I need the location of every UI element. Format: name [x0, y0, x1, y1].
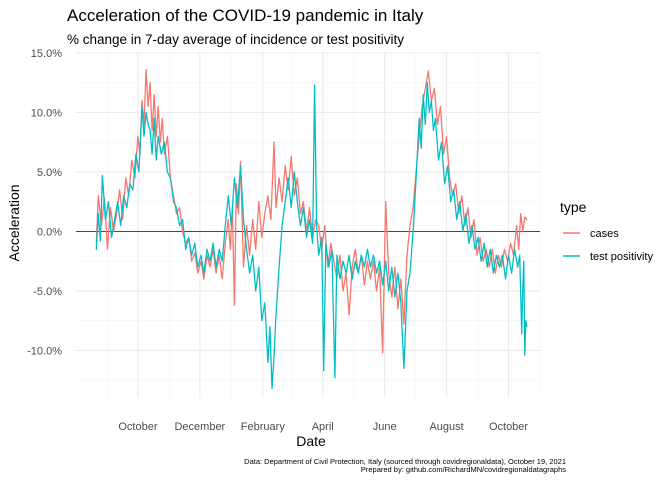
- y-tick-label: 0.0%: [37, 226, 62, 238]
- legend-label-cases: cases: [590, 228, 619, 240]
- x-tick-label: February: [241, 421, 286, 433]
- y-tick-label: -10.0%: [27, 345, 62, 357]
- caption-prepared-by: Prepared by: github.com/RichardMN/covidr…: [361, 465, 566, 474]
- series-line-test-positivity: [95, 82, 528, 390]
- chart-title: Acceleration of the COVID-19 pandemic in…: [67, 6, 424, 25]
- x-axis-ticks: October December February April June August Oc…: [118, 421, 528, 433]
- x-tick-label: June: [373, 421, 397, 433]
- x-axis-title: Date: [296, 433, 326, 449]
- y-tick-label: -5.0%: [33, 286, 62, 298]
- x-tick-label: October: [118, 421, 157, 433]
- legend-title: type: [560, 199, 587, 215]
- legend-label-test-positivity: test positivity: [590, 251, 653, 263]
- x-tick-label: October: [489, 421, 528, 433]
- y-tick-label: 5.0%: [37, 167, 62, 179]
- series-layer: [95, 69, 528, 390]
- y-tick-label: 10.0%: [31, 107, 62, 119]
- x-tick-label: April: [312, 421, 334, 433]
- y-tick-label: 15.0%: [31, 48, 62, 60]
- chart-subtitle: % change in 7-day average of incidence o…: [67, 32, 404, 47]
- legend: type cases test positivity: [560, 199, 653, 263]
- caption-data-source: Data: Department of Civil Protection, It…: [244, 457, 566, 466]
- y-axis-title: Acceleration: [6, 184, 22, 261]
- series-line-cases: [95, 69, 528, 354]
- x-tick-label: August: [429, 421, 463, 433]
- x-tick-label: December: [174, 421, 225, 433]
- y-axis-ticks: -10.0% -5.0% 0.0% 5.0% 10.0% 15.0%: [27, 48, 62, 357]
